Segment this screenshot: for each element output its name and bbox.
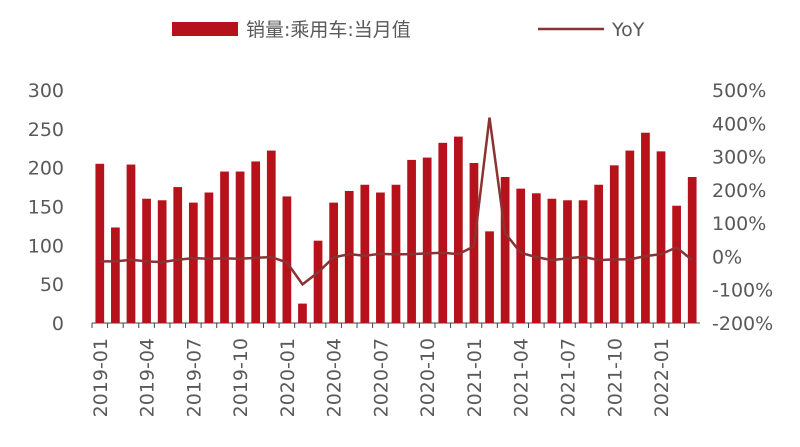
x-tick-label: 2020-10 [417,338,439,417]
bar [313,240,323,323]
bar [95,163,105,323]
y2-tick-label: 0% [712,246,742,268]
legend-label: 销量:乘用车:当月值 [246,19,411,41]
bar [453,136,463,323]
line [99,117,693,287]
x-tick-label: 2019-07 [183,338,205,417]
bar [282,196,292,323]
bar [407,159,416,323]
bar [126,164,136,323]
x-tick-label: 2019-01 [90,338,112,417]
bar [376,192,385,323]
bar [188,202,198,323]
y2-tick-label: 200% [712,180,766,202]
y-tick-label: 150 [28,197,64,219]
y2-tick-label: 300% [712,147,766,169]
y-tick-label: 0 [52,313,64,335]
legend-swatch [172,22,238,36]
x-tick-label: 2021-01 [464,338,486,417]
bar [329,202,339,323]
bar [578,200,588,323]
bar [235,171,245,323]
y-tick-label: 300 [28,80,64,102]
bar [251,161,261,323]
y2-tick-label: 500% [712,80,766,102]
x-tick-label: 2020-07 [370,338,392,417]
bar [298,303,307,323]
bar [438,142,448,323]
bar [516,188,526,323]
bar [687,176,697,323]
bar [344,190,354,323]
y-tick-label: 250 [28,119,64,141]
bar [625,150,635,323]
x-tick-label: 2019-04 [137,338,159,417]
bar [563,200,572,323]
y-tick-label: 200 [28,158,64,180]
bar [594,184,604,323]
bar [266,150,276,323]
x-tick-label: 2021-10 [604,338,626,417]
legend-label: YoY [611,19,645,41]
bar [173,187,183,323]
bar [422,157,432,323]
bar [656,151,666,323]
x-tick-label: 2020-01 [277,338,299,417]
bar [360,184,370,323]
x-tick-label: 2022-01 [651,338,673,417]
y2-tick-label: 100% [712,213,766,235]
x-tick-label: 2019-10 [230,338,252,417]
bar [609,165,619,323]
x-tick-label: 2020-04 [324,338,346,417]
y-tick-label: 100 [28,235,64,257]
x-tick-label: 2021-07 [557,338,579,417]
bar [111,227,120,323]
bar [220,171,229,323]
y2-tick-label: -200% [712,313,773,335]
bar [485,231,494,323]
y2-tick-label: 400% [712,113,766,135]
x-tick-label: 2021-04 [511,338,533,417]
bar [500,176,510,323]
bar [641,132,650,323]
y2-tick-label: -100% [712,280,773,302]
bar [672,205,681,323]
y-tick-label: 50 [40,274,64,296]
